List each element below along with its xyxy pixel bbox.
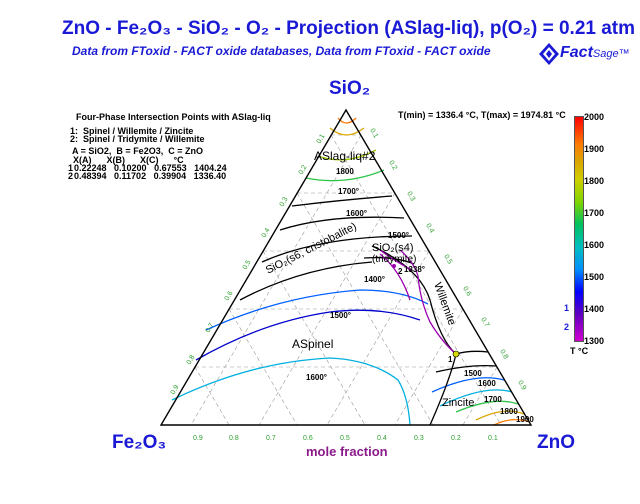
- colorbar-tick: 1700: [584, 208, 605, 218]
- colorbar-marker-1: 1: [564, 303, 570, 313]
- tick-label: 0.9: [170, 384, 181, 396]
- isotherm-label: 1700°: [338, 187, 359, 196]
- colorbar-marker-2: 2: [564, 322, 570, 332]
- legend-item-1: 1: Spinel / Willemite / Zincite: [70, 126, 194, 136]
- isotherm-label: 1338°: [404, 265, 425, 274]
- vertex-top-label: SiO₂: [329, 78, 371, 99]
- legend-row-id-2: 2: [68, 171, 74, 181]
- tick-label: 0.3: [414, 435, 424, 442]
- right-axis-ticks: 0.1 0.2 0.3 0.4 0.5 0.6 0.7 0.8 0.9: [368, 128, 527, 392]
- phase-label-willemite: Willemite: [431, 281, 458, 327]
- isotherm-label: 1: [448, 355, 453, 364]
- tick-label: 0.1: [316, 133, 327, 145]
- colorbar-tick: 1800: [584, 176, 605, 186]
- tick-label: 0.3: [279, 196, 290, 208]
- tick-label: 0.2: [387, 160, 398, 172]
- phase-label-tridymite-b: (tridymite): [372, 254, 416, 265]
- tick-label: 0.8: [186, 354, 197, 366]
- isotherm-label: 1600°: [346, 209, 367, 218]
- tick-label: 0.3: [405, 191, 416, 203]
- colorbar-tick: 1400: [584, 304, 605, 314]
- phase-label-spinel: ASpinel: [292, 337, 333, 351]
- isotherm-label: 1700: [484, 395, 502, 404]
- tick-label: 0.1: [368, 128, 379, 140]
- temperature-colorbar: [574, 116, 584, 342]
- isotherm-label: 1900: [516, 415, 534, 424]
- left-axis-ticks: 0.9 0.8 0.7 0.6 0.5 0.4 0.3 0.2 0.1: [170, 133, 327, 396]
- temperature-range: T(min) = 1336.4 °C, T(max) = 1974.81 °C: [398, 110, 566, 120]
- tick-label: 0.7: [266, 435, 276, 442]
- isotherm-labels: 1800 1700° 1600° 1500° 1400° 2 1338° 150…: [306, 167, 534, 424]
- phase-label-tridymite-a: SiO₂(s4): [372, 242, 414, 254]
- isotherm-contours: [171, 117, 531, 426]
- colorbar-tick: 1300: [584, 336, 605, 346]
- isotherm-label: 1500°: [330, 311, 351, 320]
- isotherm-label: 1800: [500, 407, 518, 416]
- colorbar-tick: 1600: [584, 240, 605, 250]
- tick-label: 0.1: [488, 435, 498, 442]
- isotherm-label: 1500°: [388, 231, 409, 240]
- colorbar-unit: T °C: [570, 346, 589, 356]
- tick-label: 0.2: [298, 164, 309, 176]
- isotherm-label: 1600°: [306, 373, 327, 382]
- tick-label: 0.6: [224, 290, 235, 302]
- logo-fact: Fact: [560, 44, 593, 61]
- tick-label: 0.5: [340, 435, 350, 442]
- tick-label: 0.5: [242, 259, 253, 271]
- legend-item-2: 2: Spinel / Tridymite / Willemite: [70, 134, 205, 144]
- phase-label-cristobalite: SiO₂(s6, cristobalite): [264, 220, 359, 276]
- grid-lines: [190, 134, 502, 426]
- logo-tm: ™: [618, 48, 630, 60]
- isotherm-label: 1400°: [364, 275, 385, 284]
- tick-label: 0.6: [461, 286, 472, 298]
- isotherm-label: 1500: [464, 369, 482, 378]
- ternary-frame: [159, 108, 533, 426]
- tick-label: 0.4: [424, 223, 435, 235]
- factsage-logo-mark-icon: [539, 43, 559, 65]
- phase-label-slag: ASlag-liq#2: [314, 149, 376, 163]
- invariant-point-1: [452, 350, 460, 358]
- diagram-title: ZnO - Fe₂O₃ - SiO₂ - O₂ - Projection (AS…: [62, 18, 636, 39]
- legend-row-2: 0.48394 0.11702 0.39904 1336.40: [74, 171, 227, 181]
- vertex-left-label: Fe₂O₃: [112, 432, 167, 453]
- colorbar-tick: 2000: [584, 112, 605, 122]
- legend-row-id-1: 1: [68, 163, 74, 173]
- factsage-logo-text: FactSage™: [560, 44, 630, 62]
- invariant-point-2: [392, 264, 396, 268]
- legend-row-1: 0.22248 0.10200 0.67553 1404.24: [74, 163, 227, 173]
- axis-label: mole fraction: [306, 444, 388, 459]
- tick-label: 0.4: [261, 227, 272, 239]
- diagram-subtitle: Data from FToxid - FACT oxide databases,…: [72, 44, 491, 58]
- colorbar-tick: 1900: [584, 144, 605, 154]
- legend-heading: Four-Phase Intersection Points with ASla…: [76, 112, 271, 122]
- logo-sage: Sage: [592, 48, 619, 60]
- bottom-axis-ticks: 0.9 0.8 0.7 0.6 0.5 0.4 0.3 0.2 0.1: [193, 435, 498, 442]
- tick-label: 0.9: [516, 380, 527, 392]
- phase-label-zincite: Zincite: [442, 397, 474, 409]
- tick-label: 0.7: [205, 322, 216, 334]
- tick-label: 0.6: [303, 435, 313, 442]
- factsage-logo: FactSage™: [538, 40, 632, 72]
- tick-label: 0.8: [498, 349, 509, 361]
- vertex-right-label: ZnO: [537, 432, 575, 453]
- tick-label: 0.4: [377, 435, 387, 442]
- legend-key: A = SiO2, B = Fe2O3, C = ZnO: [72, 146, 203, 156]
- isotherm-label: 1600: [478, 379, 496, 388]
- isotherm-label: 2: [398, 267, 403, 276]
- colorbar-tick: 1500: [584, 272, 605, 282]
- tick-label: 0.8: [229, 435, 239, 442]
- isotherm-label: 1800: [336, 167, 354, 176]
- tick-label: 0.9: [193, 435, 203, 442]
- legend-columns: X(A) X(B) X(C) °C: [68, 155, 184, 165]
- tick-label: 0.5: [442, 254, 453, 266]
- tick-label: 0.7: [479, 317, 490, 329]
- tick-label: 0.2: [451, 435, 461, 442]
